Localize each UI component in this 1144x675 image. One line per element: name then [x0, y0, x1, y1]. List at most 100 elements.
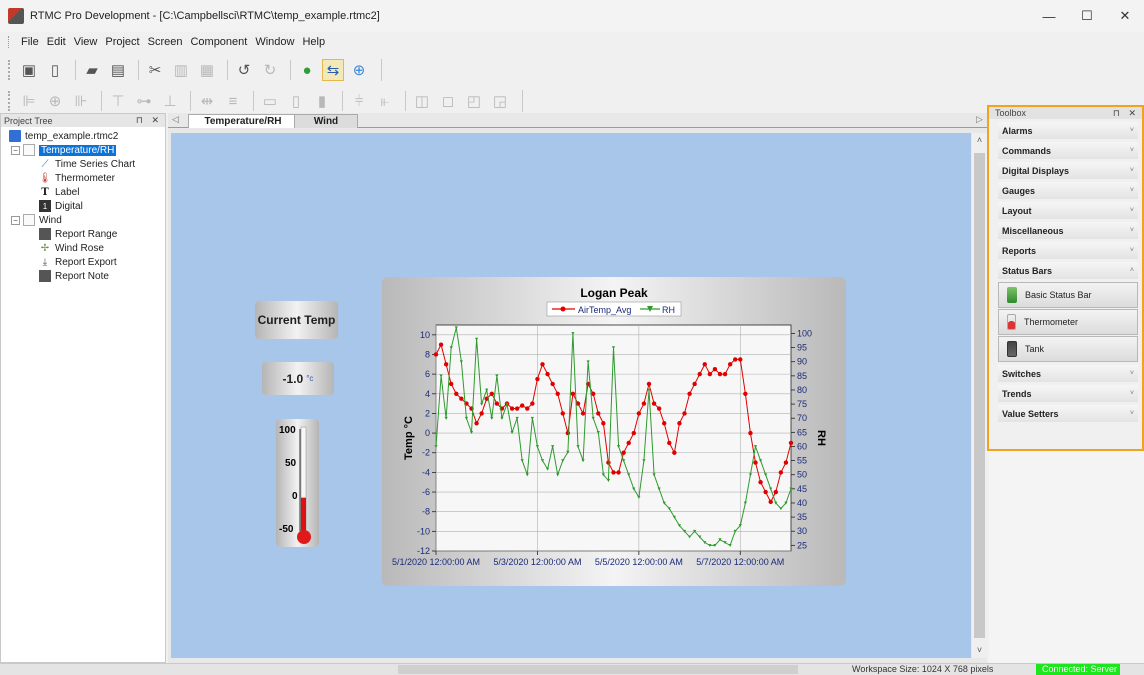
data-point-airtemp — [672, 450, 677, 455]
menu-project[interactable]: Project — [105, 36, 140, 48]
same-width-icon[interactable]: ▭ — [262, 93, 278, 110]
menu-file[interactable]: File — [21, 36, 39, 48]
cut-icon[interactable]: ✂ — [148, 62, 162, 79]
undo-icon[interactable]: ↺ — [237, 62, 251, 79]
tree-item-report-note[interactable]: Report Note — [1, 269, 165, 283]
scrollbar-thumb[interactable] — [974, 153, 985, 638]
same-size-icon[interactable]: ▮ — [317, 93, 327, 110]
connect-icon[interactable]: ⇆ — [322, 59, 344, 81]
thermometer-widget[interactable]: 100 50 0 -50 — [276, 419, 319, 547]
data-point-airtemp — [778, 470, 784, 475]
align-left-icon[interactable]: ⊫ — [22, 93, 36, 110]
toolbox-category-digital-displays[interactable]: Digital Displays ˅ — [998, 162, 1138, 179]
align-center-icon[interactable]: ⊕ — [48, 93, 62, 110]
send-back-icon[interactable]: ◻ — [441, 93, 455, 110]
tree-item-thermometer[interactable]: 🌡 Thermometer — [1, 171, 165, 185]
canvas-vertical-scrollbar[interactable]: ˄ ˅ — [972, 133, 987, 658]
center-vertical-icon[interactable]: ⫦ — [380, 92, 390, 110]
menu-screen[interactable]: Screen — [147, 36, 183, 48]
toolbar-overflow[interactable] — [517, 90, 523, 112]
tree-item-report-export[interactable]: ⤓ Report Export — [1, 255, 165, 269]
tree-item-label-component[interactable]: T Label — [1, 185, 165, 199]
toolbox-category-reports[interactable]: Reports ˅ — [998, 242, 1138, 259]
tree-screen-wind[interactable]: − Wind — [1, 213, 165, 227]
space-horizontal-icon[interactable]: ⇹ — [200, 93, 214, 110]
data-point-airtemp — [662, 421, 667, 426]
center-horizontal-icon[interactable]: ⫩ — [354, 92, 364, 110]
align-top-icon[interactable]: ⊤ — [111, 93, 125, 110]
open-folder-icon[interactable]: ▰ — [86, 62, 98, 79]
align-right-icon[interactable]: ⊪ — [74, 93, 88, 110]
toolbar-overflow[interactable] — [376, 59, 382, 81]
tree-item-time-series-chart[interactable]: ⟋ Time Series Chart — [1, 157, 165, 171]
toolbox-category-trends[interactable]: Trends ˅ — [998, 385, 1138, 402]
tree-item-wind-rose[interactable]: ✢ Wind Rose — [1, 241, 165, 255]
collapse-icon[interactable]: − — [11, 215, 20, 225]
toolbox-category-commands[interactable]: Commands ˅ — [998, 142, 1138, 159]
menu-window[interactable]: Window — [255, 36, 295, 48]
toolbox-category-alarms[interactable]: Alarms ˅ — [998, 122, 1138, 139]
copy-icon[interactable]: ▥ — [173, 62, 189, 79]
group-icon[interactable]: ◰ — [466, 93, 482, 110]
data-point-rh — [758, 459, 763, 463]
data-point-rh — [581, 459, 585, 463]
new-file-icon[interactable]: ▯ — [50, 62, 60, 79]
toolbox-category-switches[interactable]: Switches ˅ — [998, 365, 1138, 382]
menu-edit[interactable]: Edit — [46, 36, 66, 48]
screen-canvas[interactable]: Current Temp -1.0 °c 100 50 0 -50 Logan … — [171, 133, 971, 658]
ungroup-icon[interactable]: ◲ — [492, 93, 508, 110]
digital-display-icon: 1 — [39, 200, 51, 212]
tree-item-label: Time Series Chart — [55, 158, 136, 170]
data-point-rh — [545, 467, 550, 471]
toolbox-category-gauges[interactable]: Gauges ˅ — [998, 182, 1138, 199]
minimize-button[interactable]: — — [1042, 8, 1056, 24]
chart-svg: Logan Peak AirTemp_Avg RH 10 8 6 4 2 0 -2 -4 -6 -… — [392, 286, 827, 567]
tree-screen-temperature[interactable]: − Temperature/RH — [1, 143, 165, 157]
toolbox-pin-close-controls[interactable]: ⊓ ✕ — [1112, 107, 1139, 118]
same-height-icon[interactable]: ▯ — [291, 93, 301, 110]
tree-item-report-range[interactable]: Report Range — [1, 227, 165, 241]
toolbox-item-basic-status-bar[interactable]: Basic Status Bar — [998, 282, 1138, 308]
tab-scroll-right-icon[interactable]: ▷ — [976, 114, 983, 124]
tree-item-digital[interactable]: 1 Digital — [1, 199, 165, 213]
tab-wind[interactable]: Wind — [294, 114, 358, 128]
menu-help[interactable]: Help — [302, 36, 326, 48]
toolbox-category-status-bars[interactable]: Status Bars ˄ — [998, 262, 1138, 279]
time-series-chart[interactable]: Logan Peak AirTemp_Avg RH 10 8 6 4 2 0 -2 -4 -6 -… — [382, 277, 846, 586]
maximize-button[interactable]: ☐ — [1081, 8, 1093, 23]
data-point-rh — [662, 501, 666, 505]
new-project-icon[interactable]: ▣ — [21, 62, 37, 79]
temp-digital-display[interactable]: -1.0 °c — [262, 362, 334, 395]
data-point-rh — [622, 459, 626, 463]
toolbox-item-tank[interactable]: Tank — [998, 336, 1138, 362]
bring-front-icon[interactable]: ◫ — [414, 93, 430, 110]
paste-icon[interactable]: ▦ — [199, 62, 215, 79]
tree-root[interactable]: temp_example.rtmc2 — [1, 129, 165, 143]
scroll-down-icon[interactable]: ˅ — [976, 645, 983, 655]
tab-temperature-rh[interactable]: Temperature/RH — [188, 114, 298, 128]
tab-scroll-left-icon[interactable]: ◁ — [172, 114, 179, 124]
scroll-up-icon[interactable]: ˄ — [976, 135, 983, 145]
current-temp-label[interactable]: Current Temp — [255, 301, 338, 339]
collapse-icon[interactable]: − — [11, 145, 20, 155]
data-point-rh — [540, 459, 545, 463]
y-tick-label: 0 — [425, 428, 430, 438]
panel-pin-close-controls[interactable]: ⊓ ✕ — [135, 115, 162, 125]
expand-chevron-icon: ˅ — [1129, 390, 1134, 397]
toolbox-category-miscellaneous[interactable]: Miscellaneous ˅ — [998, 222, 1138, 239]
data-point-rh — [510, 430, 514, 434]
web-icon[interactable]: ⊕ — [352, 62, 366, 79]
run-icon[interactable]: ● — [302, 61, 312, 79]
align-bottom-icon[interactable]: ⊥ — [163, 93, 177, 110]
menu-component[interactable]: Component — [190, 36, 248, 48]
horizontal-scrollbar[interactable] — [398, 665, 798, 674]
toolbox-category-value-setters[interactable]: Value Setters ˅ — [998, 405, 1138, 422]
toolbox-category-layout[interactable]: Layout ˅ — [998, 202, 1138, 219]
space-vertical-icon[interactable]: ≡ — [228, 92, 238, 110]
toolbox-item-thermometer[interactable]: Thermometer — [998, 309, 1138, 335]
redo-icon[interactable]: ↻ — [263, 62, 277, 79]
align-middle-icon[interactable]: ⊶ — [136, 93, 152, 110]
save-icon[interactable]: ▤ — [110, 62, 126, 79]
close-button[interactable]: ✕ — [1119, 8, 1131, 23]
menu-view[interactable]: View — [73, 36, 98, 48]
